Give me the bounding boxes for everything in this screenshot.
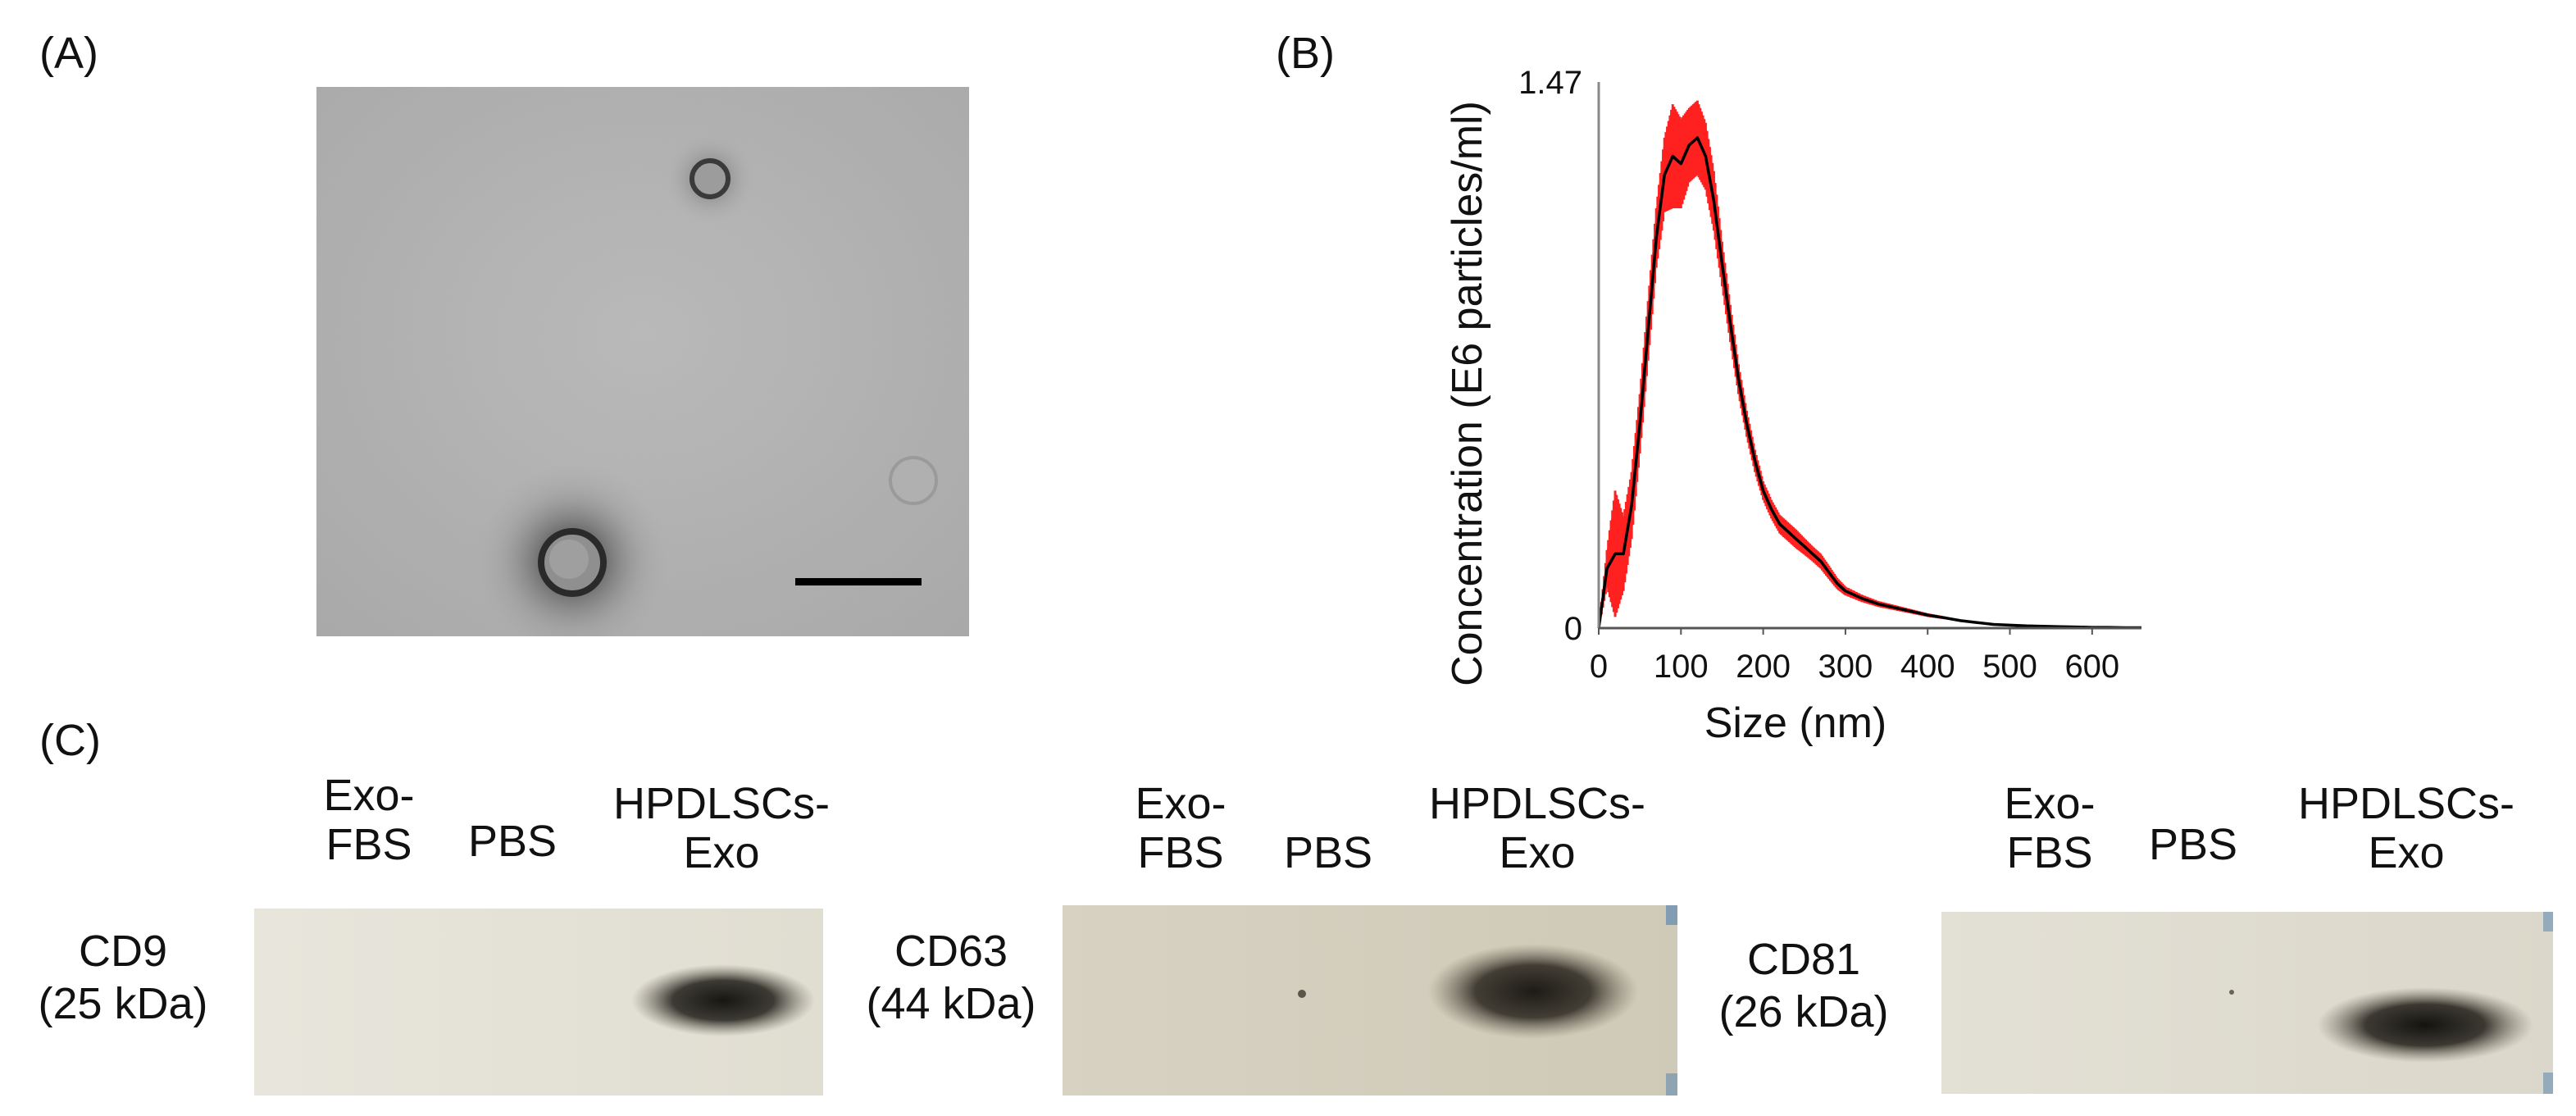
lane-label-line: HPDLSCs- [2297,779,2515,828]
x-tick-label: 100 [1654,649,1709,685]
lane-label-exo-fbs-1: Exo- FBS [303,771,435,869]
chart-axes [1597,82,2141,630]
marker-weight: (44 kDa) [866,979,1036,1028]
lane-label-line: Exo- [323,771,415,820]
marker-weight: (25 kDa) [38,979,208,1028]
x-tick-label: 300 [1818,649,1873,685]
marker-weight: (26 kDa) [1718,987,1889,1036]
lane-label-line: HPDLSCs- [612,779,831,828]
marker-name: CD81 [1746,935,1861,984]
lane-label-exo-fbs-2: Exo- FBS [1115,779,1246,877]
lane-label-line: FBS [1137,828,1224,877]
panel-label-a: (A) [39,29,98,78]
lane-label-line: Exo [1499,828,1576,877]
lane-label-line: FBS [325,820,412,869]
lane-label-line: Exo- [2004,779,2096,828]
blot-cd81 [1941,912,2553,1094]
y-tick-label: 0 [1564,611,1582,647]
blot-cd63 [1063,905,1677,1096]
tem-image [316,87,969,636]
marker-label-cd63: CD63 (44 kDa) [844,925,1058,1030]
marker-label-cd81: CD81 (26 kDa) [1697,933,1910,1038]
y-tick-label: 1.47 [1518,66,1582,101]
lane-label-line: Exo [2368,828,2445,877]
x-tick-label: 200 [1736,649,1791,685]
x-tick-label: 400 [1900,649,1955,685]
marker-label-cd9: CD9 (25 kDa) [16,925,230,1030]
vesicle-faint [889,456,938,505]
y-axis-label: Concentration (E6 particles/ml) [1444,101,1491,686]
lane-label-line: Exo- [1135,779,1227,828]
error-band [1599,100,2141,628]
band-hpdlscs-exo-cd9 [631,964,815,1036]
tem-micrograph [316,87,969,636]
series-mean-line [1597,136,2141,630]
lane-label-hpdlscs-exo-3: HPDLSCs- Exo [2275,779,2537,877]
lane-label-exo-fbs-3: Exo- FBS [1984,779,2115,877]
lane-label-line: FBS [2006,828,2093,877]
series-line [1597,136,2141,630]
panel-label-c: (C) [39,716,101,765]
panel-label-b: (B) [1276,29,1335,78]
lane-label-pbs-2: PBS [1283,828,1373,877]
nta-chart: 0 100 200 300 400 500 600 0 1.47 Size (nm) Conce… [1427,65,2164,754]
x-tick-label: 0 [1590,649,1608,685]
nta-chart-svg: 0 100 200 300 400 500 600 0 1.47 [1518,65,2141,685]
marker-name: CD9 [78,927,168,976]
lane-label-hpdlscs-exo-1: HPDLSCs- Exo [590,779,853,877]
x-tick-label: 600 [2064,649,2119,685]
lane-label-line: HPDLSCs- [1428,779,1646,828]
marker-name: CD63 [894,927,1008,976]
lane-label-hpdlscs-exo-2: HPDLSCs- Exo [1406,779,1668,877]
scale-bar [795,578,922,585]
lane-label-pbs-3: PBS [2148,820,2238,869]
blot-cd9 [254,909,823,1096]
chart-ticks: 0 100 200 300 400 500 600 0 1.47 [1518,65,2119,685]
lane-label-pbs-1: PBS [467,817,558,866]
x-axis-label: Size (nm) [1704,699,1887,747]
lane-label-line: Exo [683,828,760,877]
x-tick-label: 500 [1982,649,2037,685]
band-hpdlscs-exo-cd81 [2317,987,2533,1063]
band-hpdlscs-exo-cd63 [1428,944,1638,1039]
